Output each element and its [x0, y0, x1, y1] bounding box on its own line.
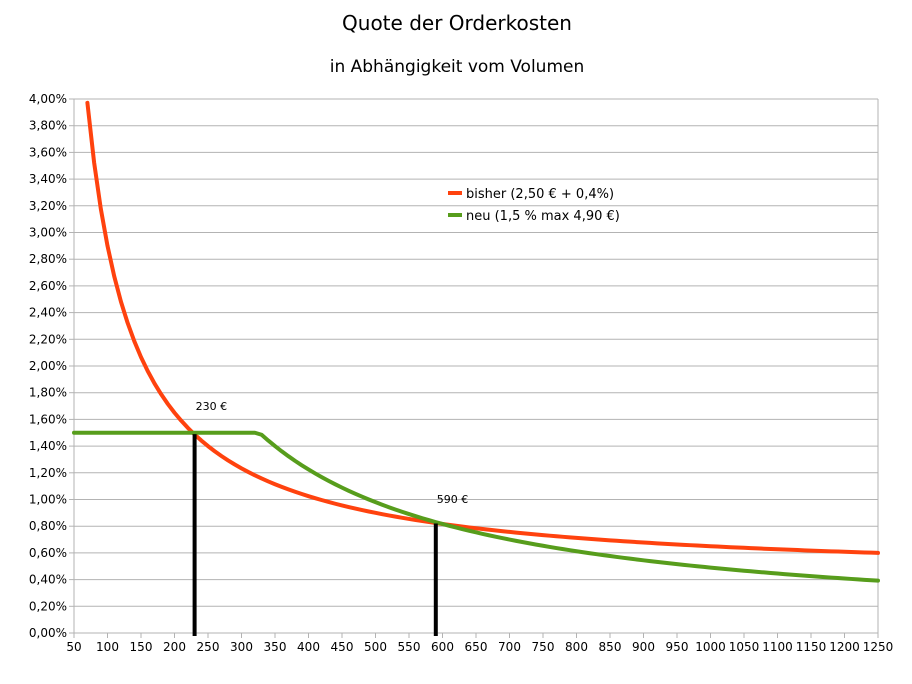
y-tick-label: 1,20% — [29, 466, 67, 480]
x-tick-label: 500 — [364, 640, 387, 654]
x-tick-label: 1000 — [695, 640, 726, 654]
annotation-label: 230 € — [196, 400, 228, 413]
x-tick-label: 250 — [197, 640, 220, 654]
x-tick-label: 950 — [666, 640, 689, 654]
y-tick-label: 0,80% — [29, 519, 67, 533]
y-tick-label: 0,60% — [29, 546, 67, 560]
x-tick-label: 200 — [163, 640, 186, 654]
x-tick-label: 600 — [431, 640, 454, 654]
x-tick-label: 900 — [632, 640, 655, 654]
chart-subtitle: in Abhängigkeit vom Volumen — [330, 57, 585, 77]
x-axis: 50 100 150 200 250 300 350 400 450 500 550 600 650 70… — [66, 633, 893, 654]
x-tick-label: 1100 — [762, 640, 793, 654]
annotation-label: 590 € — [437, 493, 469, 506]
series-group — [72, 100, 880, 583]
grid — [73, 98, 879, 634]
y-tick-label: 1,40% — [29, 439, 67, 453]
x-tick-label: 1200 — [829, 640, 860, 654]
y-tick-label: 1,80% — [29, 386, 67, 400]
x-tick-label: 750 — [532, 640, 555, 654]
y-tick-label: 3,00% — [29, 226, 67, 240]
y-tick-label: 3,40% — [29, 172, 67, 186]
x-tick-label: 400 — [297, 640, 320, 654]
y-axis: 0,00% 0,20% 0,40% 0,60% 0,80% 1,00% 1,20% 1,40%… — [29, 92, 74, 640]
y-tick-label: 1,60% — [29, 412, 67, 426]
y-tick-label: 2,20% — [29, 332, 67, 346]
x-tick-label: 450 — [331, 640, 354, 654]
x-tick-label: 650 — [465, 640, 488, 654]
legend: bisher (2,50 € + 0,4%) neu (1,5 % max 4,9… — [448, 187, 620, 224]
x-tick-label: 350 — [264, 640, 287, 654]
chart-title: Quote der Orderkosten — [342, 11, 572, 35]
series-line-neu — [72, 430, 880, 583]
x-tick-label: 1150 — [796, 640, 827, 654]
legend-entry: bisher (2,50 € + 0,4%) — [466, 187, 614, 202]
series-line-bisher — [85, 100, 880, 555]
y-tick-label: 2,40% — [29, 306, 67, 320]
y-tick-label: 0,40% — [29, 573, 67, 587]
x-tick-label: 850 — [599, 640, 622, 654]
x-tick-label: 100 — [96, 640, 119, 654]
x-tick-label: 150 — [130, 640, 153, 654]
x-tick-label: 50 — [66, 640, 81, 654]
x-tick-label: 1050 — [729, 640, 760, 654]
x-tick-label: 800 — [565, 640, 588, 654]
x-tick-label: 1250 — [863, 640, 894, 654]
y-tick-label: 1,00% — [29, 493, 67, 507]
x-tick-label: 300 — [230, 640, 253, 654]
y-tick-label: 3,20% — [29, 199, 67, 213]
y-tick-label: 0,00% — [29, 626, 67, 640]
y-tick-label: 3,60% — [29, 145, 67, 159]
y-tick-label: 2,60% — [29, 279, 67, 293]
y-tick-label: 2,80% — [29, 252, 67, 266]
y-tick-label: 3,80% — [29, 119, 67, 133]
y-tick-label: 4,00% — [29, 92, 67, 106]
annotations: 230 € 590 € — [192, 400, 469, 636]
y-tick-label: 2,00% — [29, 359, 67, 373]
legend-entry: neu (1,5 % max 4,90 €) — [466, 209, 620, 224]
x-tick-label: 700 — [498, 640, 521, 654]
y-tick-label: 0,20% — [29, 599, 67, 613]
x-tick-label: 550 — [398, 640, 421, 654]
